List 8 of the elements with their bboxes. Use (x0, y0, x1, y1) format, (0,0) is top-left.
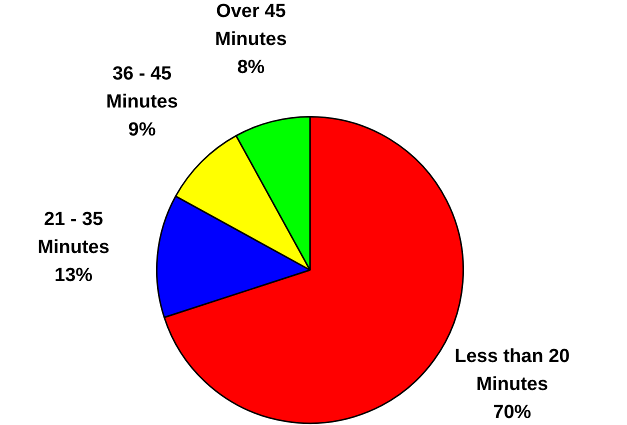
data-label: 8% (237, 57, 265, 78)
slice-label: 36 - 45 Minutes (106, 63, 178, 112)
slice-label: Less than 20 Minutes (454, 346, 570, 396)
data-label: 13% (54, 264, 93, 286)
data-label: 9% (128, 119, 156, 140)
slice-label: Over 45 Minutes (215, 1, 287, 50)
data-label: 70% (493, 402, 532, 424)
slice-label: 21 - 35 Minutes (38, 208, 110, 258)
